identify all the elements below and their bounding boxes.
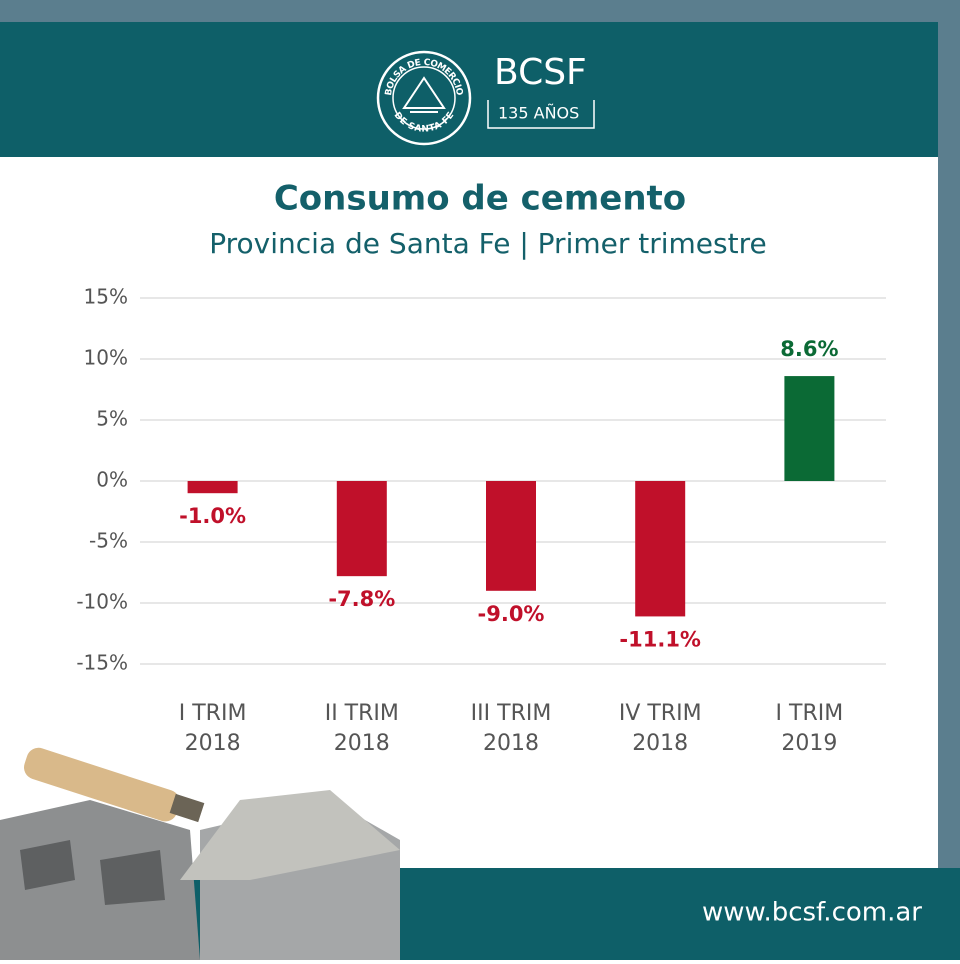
data-label: -9.0% — [478, 602, 545, 626]
chart-title: Consumo de cemento — [274, 179, 686, 219]
brand: BCSF — [494, 52, 587, 93]
x-tick-label: IV TRIM — [619, 701, 702, 726]
bar — [336, 481, 387, 577]
y-tick-label: 5% — [96, 407, 128, 431]
y-tick-label: -15% — [76, 651, 128, 675]
x-tick-label: 2018 — [632, 731, 688, 756]
x-tick-label: I TRIM — [179, 701, 247, 726]
data-label: -11.1% — [619, 627, 701, 651]
top-strip — [0, 0, 960, 22]
chart-subtitle: Provincia de Santa Fe | Primer trimestre — [209, 227, 766, 260]
x-tick-label: 2018 — [185, 731, 241, 756]
data-label: -1.0% — [179, 504, 246, 528]
x-tick-label: III TRIM — [471, 701, 552, 726]
x-tick-label: 2018 — [483, 731, 539, 756]
y-tick-label: -5% — [89, 529, 128, 553]
x-tick-label: 2019 — [781, 731, 837, 756]
y-tick-label: 10% — [84, 346, 128, 370]
bar — [486, 481, 536, 591]
bar — [635, 481, 686, 617]
bracket — [487, 100, 595, 129]
anniversary: 135 AÑOS — [498, 104, 579, 123]
right-strip — [938, 0, 960, 870]
website-url: www.bcsf.com.ar — [702, 898, 922, 928]
x-tick-label: 2018 — [334, 731, 390, 756]
bricks-image — [0, 747, 400, 960]
seal — [376, 50, 472, 146]
data-label: 8.6% — [780, 337, 838, 361]
data-label: -7.8% — [328, 587, 395, 611]
x-tick-label: II TRIM — [325, 701, 399, 726]
plot: -15% -10% -5% 0% 5% 10% 15% I TRIM 2018 -1.0% II T… — [76, 285, 886, 756]
bar — [784, 376, 835, 481]
y-tick-label: -10% — [76, 590, 128, 614]
y-tick-label: 0% — [96, 468, 128, 492]
y-tick-label: 15% — [84, 285, 128, 309]
x-tick-label: I TRIM — [776, 701, 844, 726]
bar — [187, 481, 238, 494]
